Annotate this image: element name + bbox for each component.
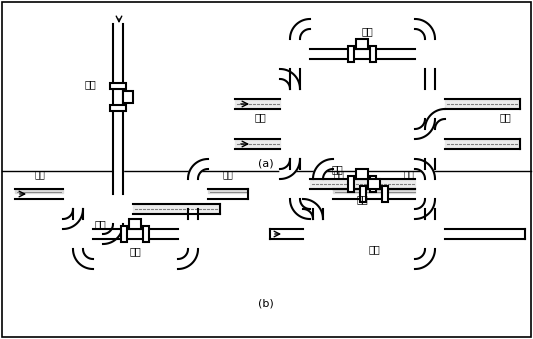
Polygon shape: [280, 159, 300, 179]
Polygon shape: [290, 19, 310, 39]
Polygon shape: [415, 119, 435, 139]
Bar: [370, 46, 376, 62]
Text: 气泡: 气泡: [403, 171, 414, 180]
Bar: [143, 226, 149, 242]
Bar: [370, 176, 376, 192]
Text: 液体: 液体: [94, 219, 106, 229]
Polygon shape: [73, 249, 93, 269]
Text: 气泡: 气泡: [35, 171, 45, 180]
Bar: [348, 176, 354, 192]
Polygon shape: [415, 249, 435, 269]
Text: (a): (a): [258, 159, 274, 169]
Bar: [356, 39, 368, 49]
Bar: [110, 105, 126, 111]
Polygon shape: [103, 224, 123, 244]
Bar: [110, 83, 126, 89]
Polygon shape: [280, 69, 300, 89]
Text: 液体: 液体: [254, 112, 266, 122]
Bar: [121, 226, 127, 242]
Polygon shape: [63, 209, 83, 229]
Bar: [368, 179, 380, 189]
Text: 正确: 正确: [84, 79, 96, 89]
Polygon shape: [188, 159, 208, 179]
Bar: [129, 219, 141, 229]
Text: 正确: 正确: [361, 26, 373, 36]
Bar: [382, 186, 388, 202]
Polygon shape: [178, 249, 198, 269]
Text: (b): (b): [258, 299, 274, 309]
Bar: [356, 169, 368, 179]
Text: 液体: 液体: [499, 112, 511, 122]
Polygon shape: [313, 159, 333, 179]
Bar: [360, 186, 366, 202]
Polygon shape: [415, 19, 435, 39]
Bar: [123, 91, 133, 103]
Polygon shape: [303, 199, 323, 219]
Bar: [348, 46, 354, 62]
Polygon shape: [415, 199, 435, 219]
Text: 错误: 错误: [368, 244, 380, 254]
Polygon shape: [290, 199, 310, 219]
Polygon shape: [415, 159, 435, 179]
Text: 气泡: 气泡: [334, 171, 344, 180]
Text: 错误: 错误: [331, 164, 343, 174]
Text: 正确: 正确: [129, 246, 141, 256]
Polygon shape: [425, 109, 445, 129]
Text: 气泡: 气泡: [223, 171, 233, 180]
Text: 液体: 液体: [356, 194, 368, 204]
